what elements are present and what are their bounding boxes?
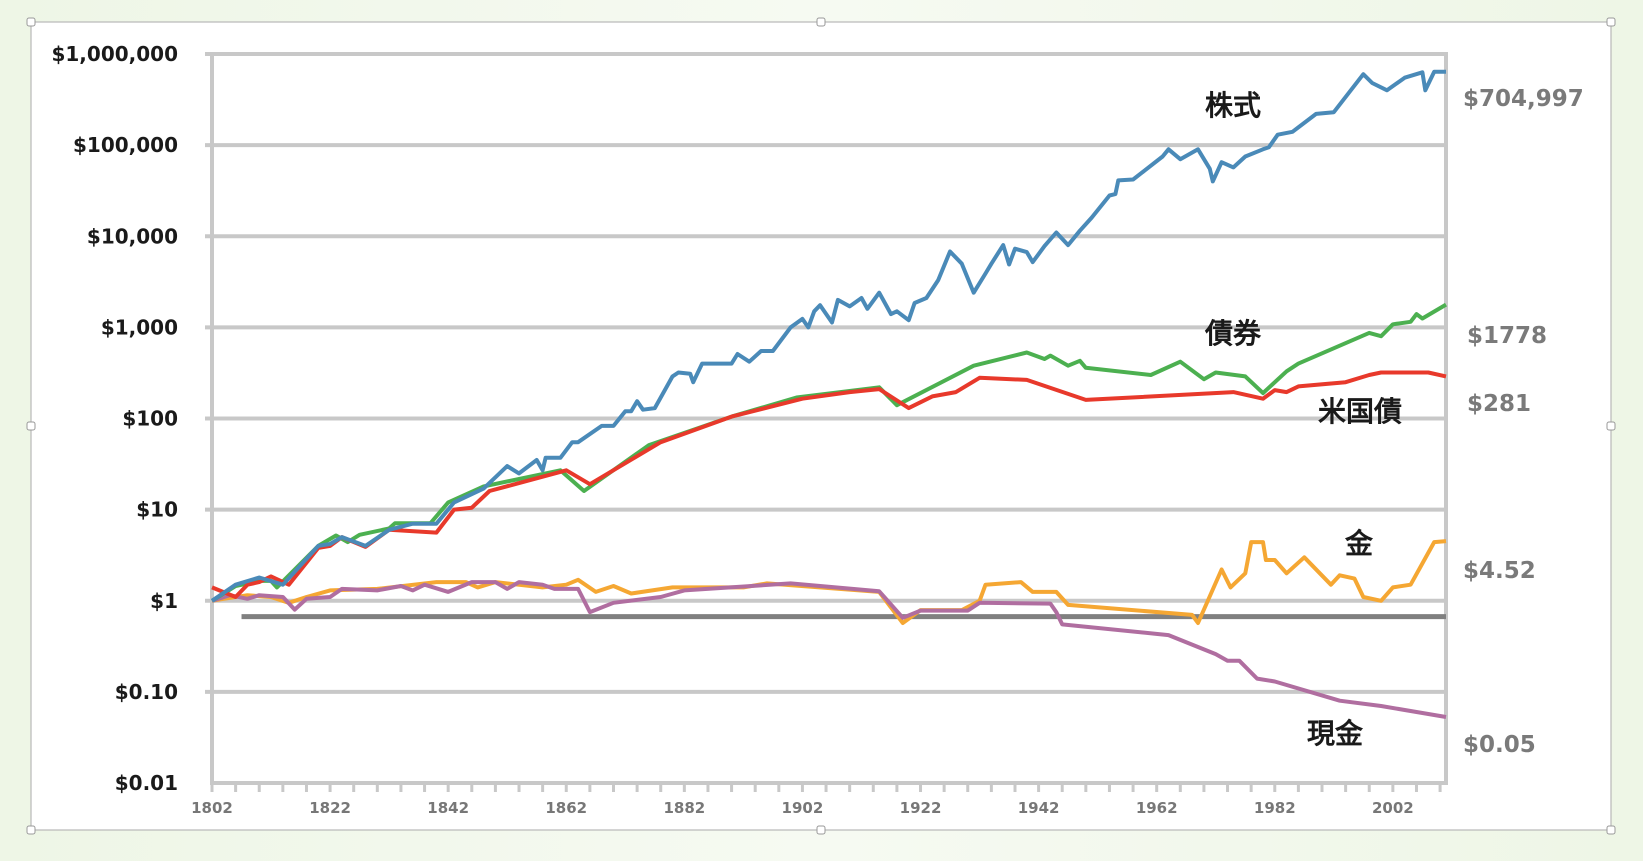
y-tick-label: $10,000: [87, 224, 178, 248]
y-tick-label: $0.01: [115, 771, 178, 795]
selection-handle[interactable]: [26, 825, 36, 835]
x-tick-label: 1882: [663, 799, 705, 817]
series-line-cash: [211, 580, 1447, 719]
chart-frame[interactable]: [30, 21, 1612, 831]
y-tick-label: $0.10: [115, 680, 178, 704]
series-end-value-treasury: $281: [1467, 391, 1531, 417]
x-tick-label: 1982: [1254, 799, 1296, 817]
series-end-value-bonds: $1778: [1467, 323, 1547, 349]
y-tick-label: $100,000: [73, 133, 178, 157]
selection-handle[interactable]: [26, 421, 36, 431]
x-tick-label: 1902: [782, 799, 824, 817]
series-line-stocks: [210, 69, 1446, 603]
series-end-value-stocks: $704,997: [1463, 86, 1584, 112]
x-axis: 1802 1822 1842 1862 1882 1902 1922 1942 1962 2002…: [191, 783, 1442, 817]
x-tick-label: 1922: [900, 799, 942, 817]
selection-handle[interactable]: [816, 17, 826, 27]
y-tick-label: $100: [122, 407, 178, 431]
series-end-value-gold: $4.52: [1463, 558, 1536, 584]
series-end-value-cash: $0.05: [1463, 732, 1536, 758]
selection-handle[interactable]: [816, 825, 826, 835]
x-tick-label: 1842: [427, 799, 469, 817]
series-name-stocks: 株式: [1205, 89, 1261, 122]
series-labels: 株式 $704,997 債券 $1778 米国債 $281 金 $4.52 現金 $0.05: [1204, 86, 1584, 758]
x-tick-label: 1942: [1018, 799, 1060, 817]
series-line-bonds: [210, 302, 1448, 603]
y-tick-label: $1,000: [101, 315, 178, 339]
series-name-bonds: 債券: [1204, 317, 1262, 350]
y-axis: $1,000,000 $100,000 $10,000 $1,000 $100 $10 $1…: [51, 42, 178, 795]
selection-handle[interactable]: [1606, 421, 1616, 431]
x-tick-label: 2002: [1372, 799, 1414, 817]
x-tick-label: 1802: [191, 799, 233, 817]
selection-handle[interactable]: [1606, 825, 1616, 835]
selection-handle[interactable]: [1606, 17, 1616, 27]
y-tick-label: $10: [136, 498, 178, 522]
series-lines: [210, 69, 1448, 719]
series-name-gold: 金: [1344, 527, 1374, 560]
gridlines: [205, 52, 1448, 785]
selection-handles[interactable]: [26, 17, 1616, 835]
series-name-treasury: 米国債: [1318, 395, 1402, 428]
y-tick-label: $1,000,000: [51, 42, 178, 66]
series-name-cash: 現金: [1307, 717, 1364, 750]
x-tick-label: 1822: [309, 799, 351, 817]
x-tick-label: 1962: [1136, 799, 1178, 817]
selection-handle[interactable]: [26, 17, 36, 27]
y-tick-label: $1: [150, 589, 178, 613]
x-tick-label: 1862: [545, 799, 587, 817]
